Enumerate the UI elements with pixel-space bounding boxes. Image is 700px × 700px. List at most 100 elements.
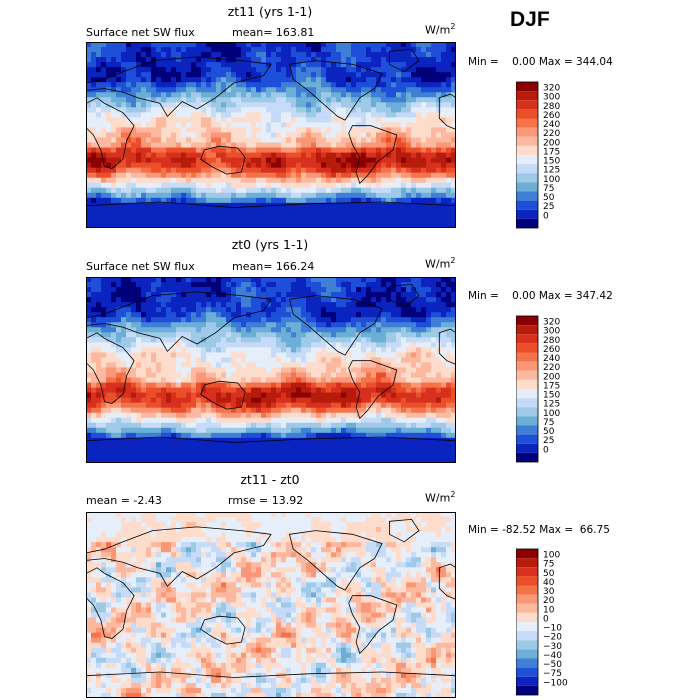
map-cell	[276, 52, 282, 58]
map-cell	[296, 172, 302, 179]
map-cell	[321, 47, 327, 53]
map-cell	[431, 222, 437, 228]
map-cell	[106, 97, 112, 103]
map-cell	[341, 147, 347, 153]
map-cell	[101, 292, 107, 298]
map-cell	[156, 72, 162, 78]
map-cell	[186, 207, 192, 214]
map-cell	[91, 92, 97, 98]
map-cell	[341, 422, 347, 429]
map-cell	[266, 102, 272, 108]
map-cell	[201, 367, 207, 373]
map-cell	[131, 127, 137, 133]
map-cell	[196, 412, 202, 419]
map-cell	[281, 387, 287, 394]
map-cell	[166, 407, 172, 414]
map-cell	[161, 287, 167, 293]
map-cell	[146, 357, 152, 363]
map-cell	[236, 47, 242, 53]
map-cell	[176, 362, 182, 368]
map-cell	[131, 392, 137, 399]
map-cell	[256, 162, 262, 169]
map-cell	[226, 192, 232, 199]
season-label: DJF	[510, 8, 550, 31]
map-cell	[436, 222, 442, 228]
map-cell	[116, 107, 122, 113]
map-cell	[361, 372, 367, 378]
map-cell	[431, 167, 437, 174]
map-cell	[371, 352, 377, 358]
map-cell	[336, 387, 342, 394]
map-cell	[301, 127, 307, 133]
map-cell	[216, 382, 222, 388]
map-cell	[216, 277, 222, 283]
map-cell	[176, 127, 182, 133]
map-cell	[201, 167, 207, 174]
map-cell	[201, 142, 207, 148]
map-cell	[376, 387, 382, 394]
map-cell	[301, 367, 307, 373]
map-cell	[151, 117, 157, 123]
map-cell	[391, 222, 397, 228]
map-cell	[411, 357, 417, 363]
map-cell	[146, 322, 152, 328]
map-cell	[306, 347, 312, 353]
map-cell	[106, 332, 112, 338]
map-cell	[356, 302, 362, 308]
map-cell	[206, 177, 212, 184]
map-cell	[326, 397, 332, 404]
colorbar-swatch	[516, 127, 538, 137]
map-cell	[161, 42, 167, 48]
map-cell	[386, 417, 392, 424]
map-cell	[236, 192, 242, 199]
map-cell	[451, 127, 456, 133]
map-cell	[301, 192, 307, 199]
map-cell	[186, 322, 192, 328]
map-cell	[181, 137, 187, 143]
map-cell	[311, 47, 317, 53]
map-cell	[171, 327, 177, 333]
map-cell	[351, 172, 357, 179]
map-cell	[201, 122, 207, 128]
map-cell	[396, 107, 402, 113]
map-cell	[181, 277, 187, 283]
map-cell	[286, 177, 292, 184]
map-cell	[261, 367, 267, 373]
map-cell	[416, 212, 422, 219]
map-cell	[451, 162, 456, 169]
map-cell	[356, 377, 362, 383]
map-cell	[166, 212, 172, 219]
map-cell	[206, 287, 212, 293]
map-cell	[251, 77, 257, 83]
map-cell	[331, 352, 337, 358]
map-cell	[446, 122, 452, 128]
map-cell	[151, 367, 157, 373]
map-cell	[231, 82, 237, 88]
map-cell	[391, 217, 397, 224]
map-cell	[266, 397, 272, 404]
map-cell	[311, 372, 317, 378]
map-cell	[421, 292, 427, 298]
map-cell	[281, 202, 287, 209]
map-cell	[211, 62, 217, 68]
map-cell	[286, 292, 292, 298]
map-cell	[226, 72, 232, 78]
map-cell	[156, 352, 162, 358]
map-cell	[406, 157, 412, 164]
map-cell	[201, 192, 207, 199]
map-cell	[401, 357, 407, 363]
map-cell	[446, 292, 452, 298]
map-cell	[246, 352, 252, 358]
map-cell	[431, 352, 437, 358]
map-cell	[101, 202, 107, 209]
map-cell	[171, 282, 177, 288]
map-cell	[231, 372, 237, 378]
map-cell	[191, 142, 197, 148]
map-cell	[91, 42, 97, 48]
map-cell	[286, 142, 292, 148]
map-cell	[256, 327, 262, 333]
map-cell	[416, 302, 422, 308]
map-cell	[261, 402, 267, 409]
map-cell	[346, 52, 352, 58]
map-cell	[141, 277, 147, 283]
